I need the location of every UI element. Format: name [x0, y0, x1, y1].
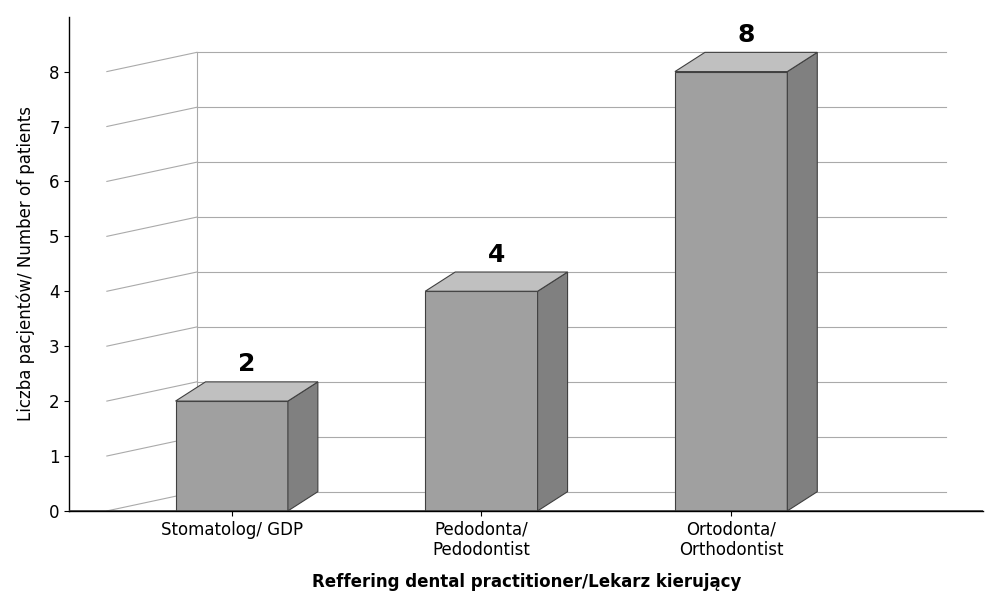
Polygon shape [675, 52, 817, 72]
Polygon shape [675, 72, 787, 511]
Polygon shape [425, 272, 568, 291]
Text: 8: 8 [737, 23, 755, 47]
Polygon shape [176, 382, 318, 401]
Polygon shape [538, 272, 568, 511]
Text: 2: 2 [238, 353, 255, 376]
Polygon shape [787, 52, 817, 511]
Polygon shape [176, 401, 288, 511]
Polygon shape [425, 291, 538, 511]
Polygon shape [288, 382, 318, 511]
Y-axis label: Liczba pacjentów/ Number of patients: Liczba pacjentów/ Number of patients [17, 106, 35, 421]
X-axis label: Reffering dental practitioner/Lekarz kierujący: Reffering dental practitioner/Lekarz kie… [312, 573, 741, 592]
Text: 4: 4 [488, 243, 505, 266]
